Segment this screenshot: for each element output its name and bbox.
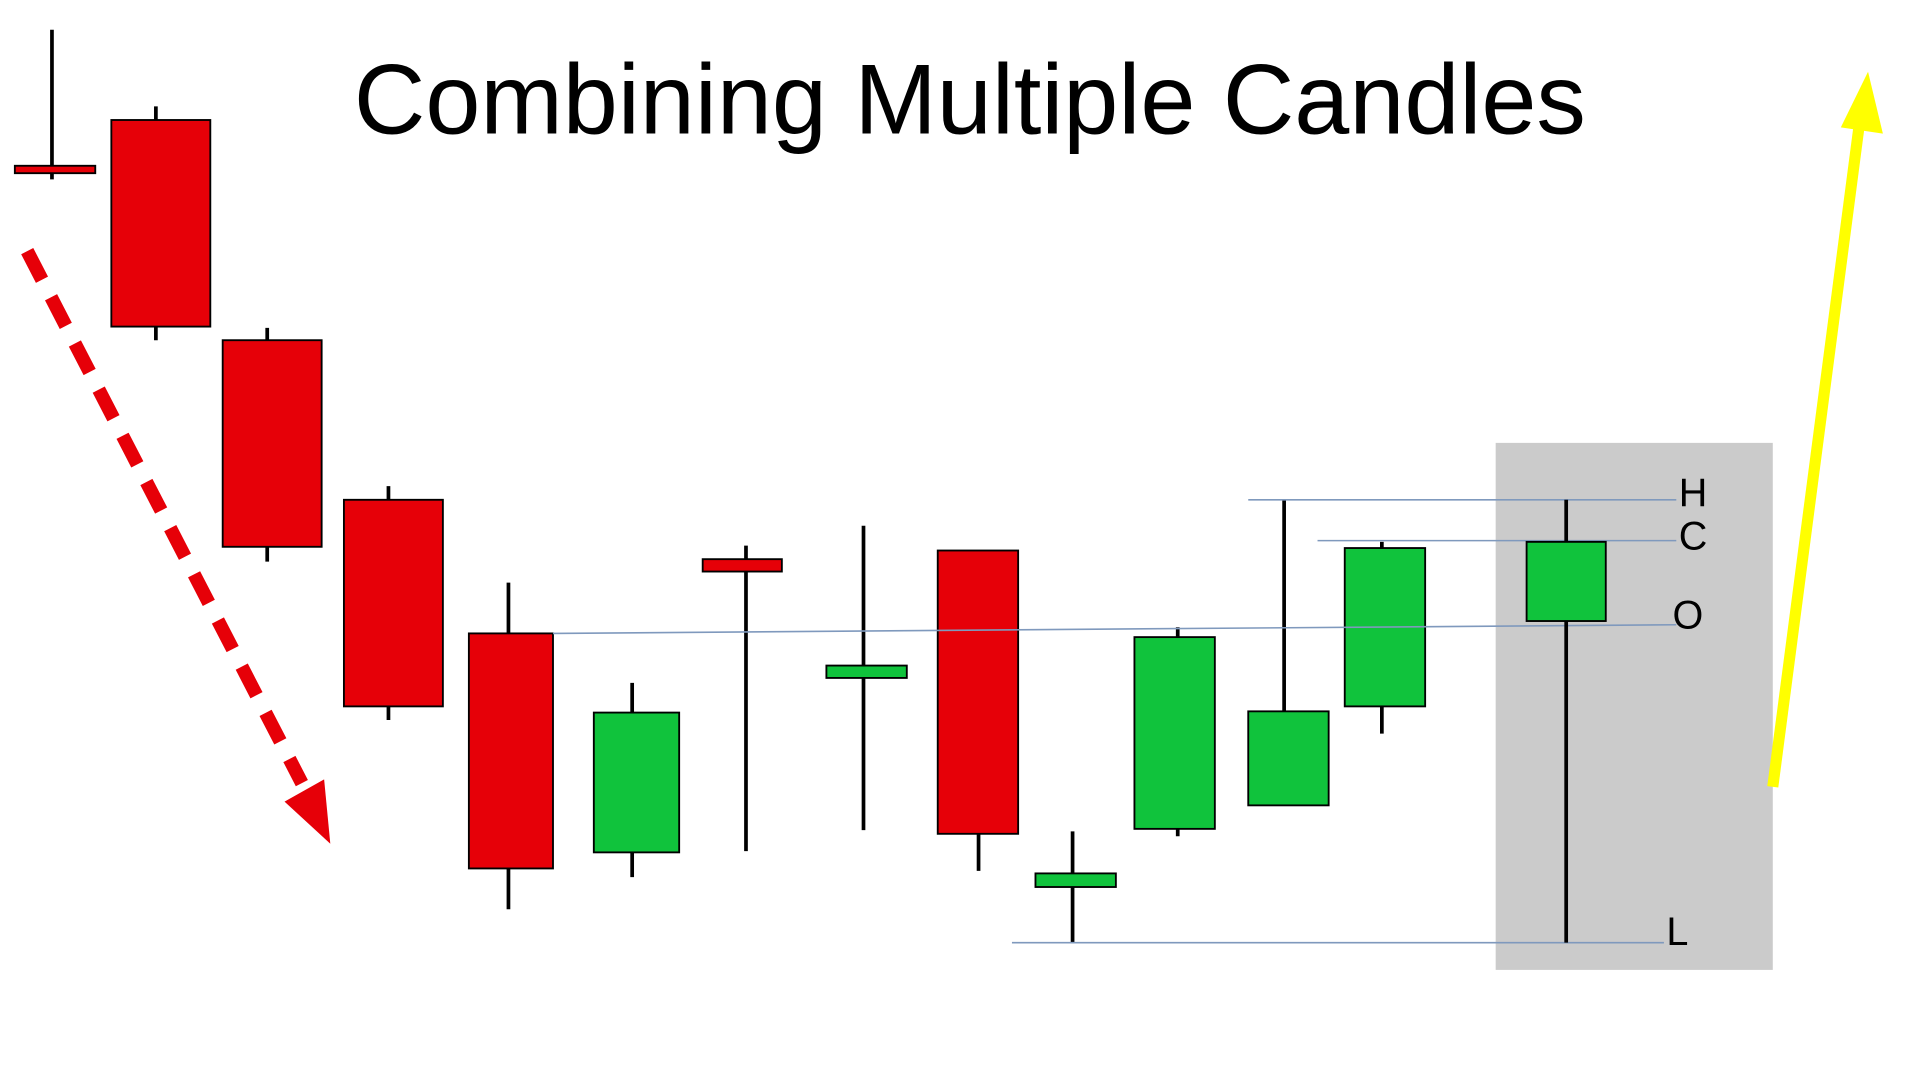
arrow-shaft <box>21 248 308 787</box>
candles <box>13 29 1427 943</box>
candle <box>1247 710 1330 807</box>
arrow-head <box>284 779 331 844</box>
candle <box>1034 872 1117 888</box>
label-low: L <box>1666 910 1688 954</box>
candle <box>1133 636 1216 830</box>
candle <box>701 558 783 573</box>
candle <box>592 711 681 854</box>
candle <box>110 119 212 328</box>
label-high: H <box>1679 471 1708 515</box>
arrow-shaft <box>1767 122 1865 788</box>
label-open: O <box>1673 593 1704 637</box>
candle <box>13 164 97 175</box>
reference-lines <box>552 498 1677 944</box>
down-arrow <box>21 248 331 844</box>
combined-candle <box>1525 540 1607 622</box>
title: Combining Multiple Candles <box>354 44 1586 155</box>
highlight-box <box>1495 442 1773 970</box>
candle <box>342 498 444 708</box>
candle <box>467 632 554 870</box>
open-line <box>552 623 1677 635</box>
candle <box>825 664 908 679</box>
label-close: C <box>1679 514 1708 558</box>
candle <box>936 549 1020 835</box>
arrow-head <box>1840 71 1883 134</box>
candle <box>221 339 323 548</box>
up-arrow <box>1767 71 1883 788</box>
